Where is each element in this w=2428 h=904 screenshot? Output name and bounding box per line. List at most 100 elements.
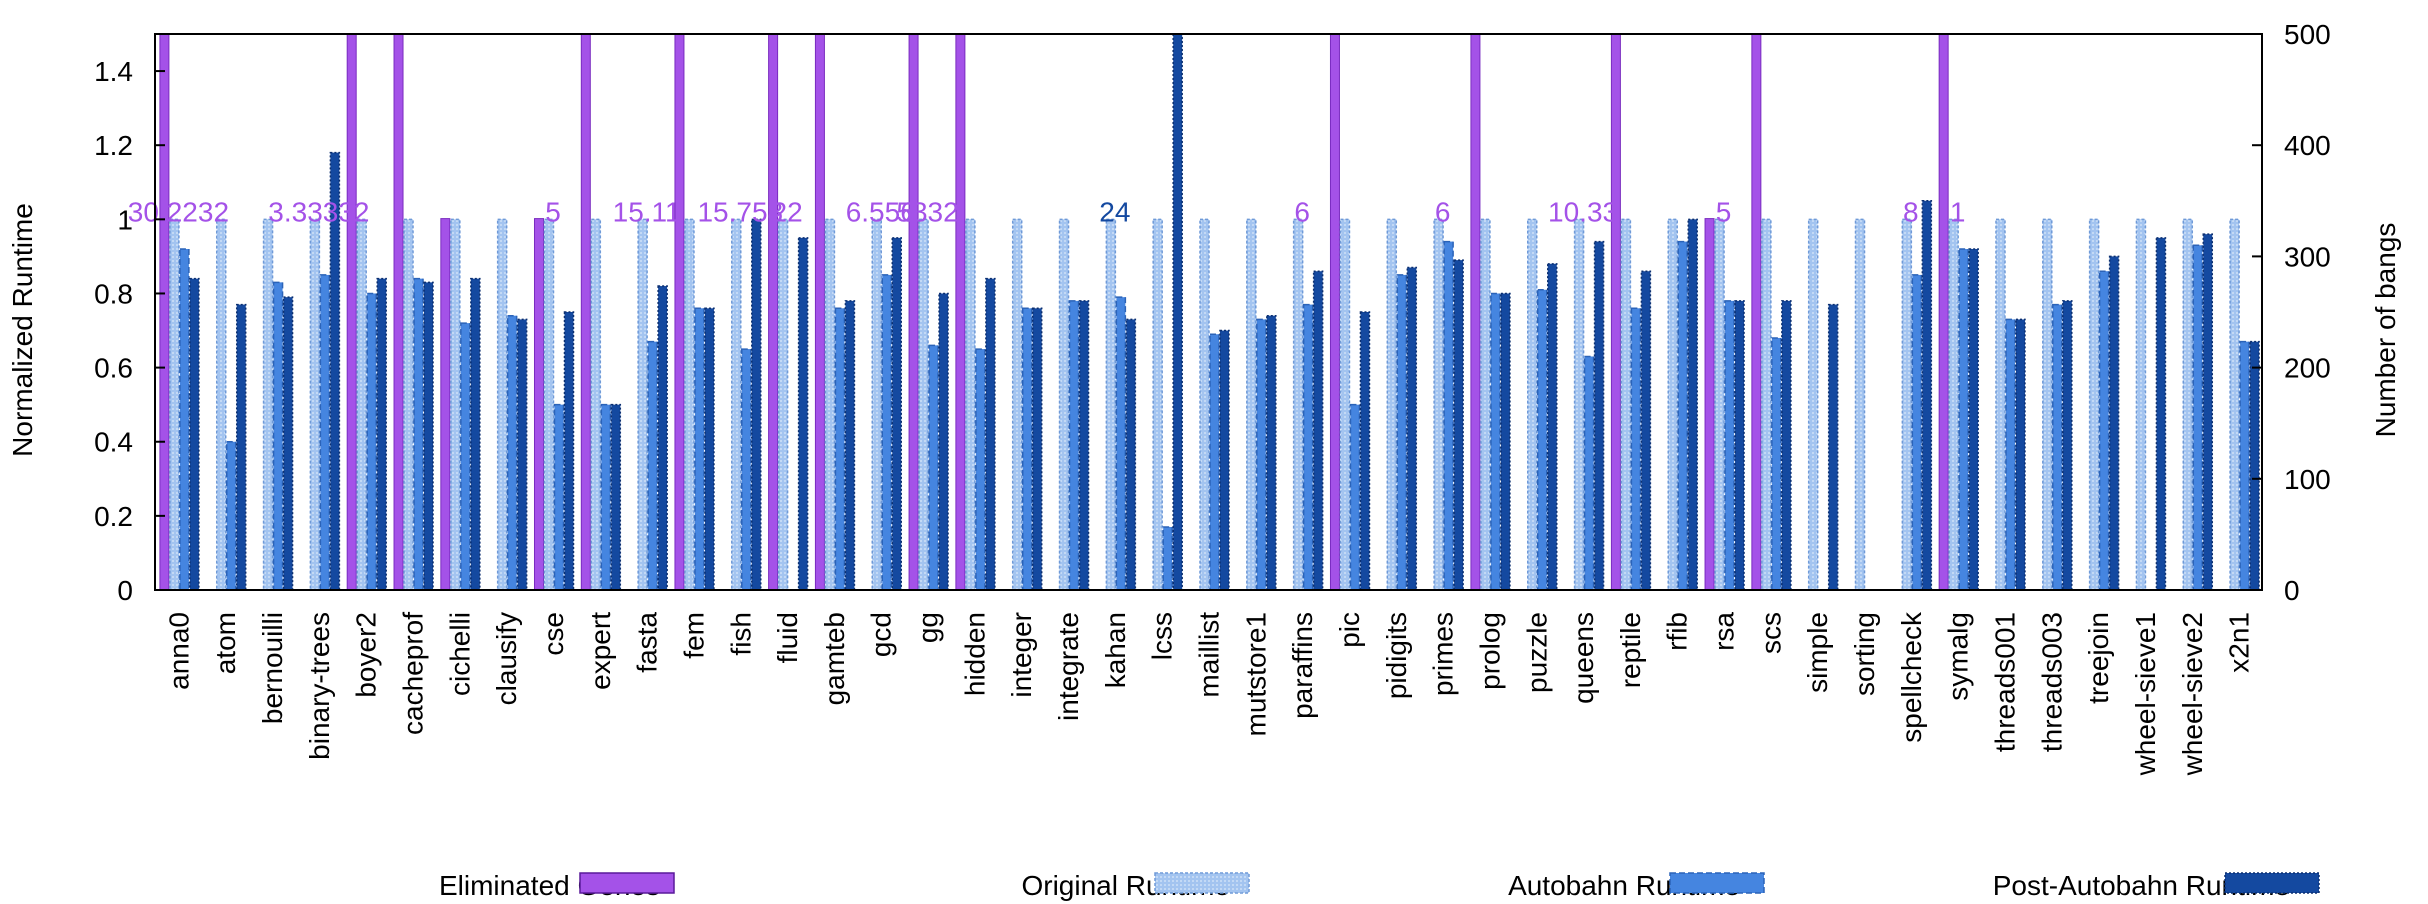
original-runtime-bar — [1714, 218, 1725, 591]
legend: Eliminated Genes Original Runtime Autobahn… — [439, 870, 2320, 901]
y-tick-label: 0.4 — [94, 427, 133, 458]
x-tick-label: rfib — [1662, 612, 1693, 651]
x-tick-label: treejoin — [2083, 612, 2114, 704]
value-annotation: 5 — [545, 196, 561, 227]
autobahn-runtime-bar — [1583, 355, 1595, 591]
original-runtime-bar — [543, 218, 555, 591]
autobahn-runtime-bar — [366, 292, 377, 591]
x-tick-label: expert — [585, 612, 616, 690]
x-tick-label: lcss — [1147, 612, 1178, 660]
post-autobahn-runtime-bar — [938, 292, 949, 591]
bars — [159, 33, 2260, 591]
x-tick-label: kahan — [1100, 612, 1131, 688]
x-tick-label: boyer2 — [351, 612, 382, 698]
post-autobahn-runtime-bar — [844, 300, 856, 591]
original-runtime-bar — [1339, 218, 1351, 591]
y-tick-label: 1.2 — [94, 130, 133, 161]
original-runtime-bar — [169, 218, 180, 591]
autobahn-runtime-bar — [1958, 248, 1969, 591]
post-autobahn-runtime-bar — [1078, 300, 1090, 591]
y2-tick-label: 200 — [2284, 353, 2331, 384]
value-annotation: 30.2232 — [128, 196, 229, 227]
post-autobahn-runtime-bar — [1968, 248, 1979, 591]
original-runtime-bar — [2182, 218, 2194, 591]
x-tick-label: wheel-sieve1 — [2130, 612, 2161, 776]
autobahn-runtime-bar — [1677, 240, 1688, 591]
original-runtime-bar — [1480, 218, 1491, 591]
x-tick-label: clausify — [491, 612, 522, 705]
eliminated-genes-bar — [955, 33, 966, 591]
x-tick-label: fasta — [632, 612, 663, 673]
post-autobahn-runtime-bar — [2202, 233, 2214, 591]
x-tick-label: threads001 — [1989, 612, 2020, 752]
post-autobahn-runtime-bar — [376, 277, 387, 591]
original-runtime-bar — [1807, 218, 1819, 591]
autobahn-runtime-bar — [553, 403, 565, 591]
original-runtime-bar — [1761, 218, 1772, 591]
x-tick-label: symalg — [1943, 612, 1974, 701]
autobahn-runtime-bar — [2192, 244, 2204, 591]
x-tick-label: binary-trees — [304, 612, 335, 760]
original-runtime-bar — [1386, 218, 1398, 591]
x-tick-label: maillist — [1194, 612, 1225, 698]
post-autobahn-runtime-bar — [704, 307, 715, 591]
original-runtime-bar — [1667, 218, 1678, 591]
legend-autobahn-runtime-swatch — [1669, 872, 1765, 894]
original-runtime-bar — [1011, 218, 1023, 591]
post-autobahn-runtime-bar — [516, 318, 528, 591]
post-autobahn-runtime-bar — [1453, 259, 1464, 591]
post-autobahn-runtime-bar — [1921, 200, 1933, 591]
original-runtime-bar — [918, 218, 929, 591]
x-tick-label: fish — [725, 612, 756, 656]
post-autobahn-runtime-bar — [1781, 300, 1792, 591]
autobahn-runtime-bar — [1349, 403, 1361, 591]
value-annotation: 6 — [1435, 196, 1451, 227]
autobahn-runtime-bar — [928, 344, 939, 591]
original-runtime-bar — [590, 218, 602, 591]
original-runtime-bar — [1058, 218, 1070, 591]
y2-tick-label: 100 — [2284, 464, 2331, 495]
autobahn-runtime-bar — [319, 274, 331, 591]
post-autobahn-runtime-bar — [657, 285, 668, 591]
post-autobahn-runtime-bar — [1359, 311, 1371, 591]
eliminated-genes-bar — [393, 33, 404, 591]
autobahn-runtime-bar — [179, 248, 190, 591]
post-autobahn-runtime-bar — [891, 237, 902, 591]
x-tick-label: primes — [1428, 612, 1459, 696]
post-autobahn-runtime-bar — [610, 403, 622, 591]
post-autobahn-runtime-bar — [1593, 240, 1605, 591]
value-annotation: 5 — [1716, 196, 1732, 227]
autobahn-runtime-bar — [1162, 526, 1173, 591]
autobahn-runtime-bar — [506, 314, 518, 591]
value-annotation: 5332 — [896, 196, 958, 227]
post-autobahn-runtime-bar — [423, 281, 434, 591]
eliminated-genes-bar — [533, 218, 544, 591]
x-tick-label: fluid — [772, 612, 803, 663]
original-runtime-bar — [1901, 218, 1913, 591]
autobahn-runtime-bar — [225, 440, 237, 591]
original-runtime-bar — [1573, 218, 1585, 591]
original-runtime-bar — [1105, 218, 1117, 591]
post-autobahn-runtime-bar — [751, 218, 762, 591]
y2-tick-label: 500 — [2284, 19, 2331, 50]
y-tick-label: 0 — [117, 575, 133, 606]
autobahn-runtime-bar — [1302, 303, 1314, 591]
post-autobahn-runtime-bar — [1312, 270, 1324, 591]
autobahn-runtime-bar — [834, 307, 846, 591]
autobahn-runtime-bar — [1630, 307, 1642, 591]
value-annotation: 8 — [1903, 196, 1919, 227]
value-annotation: 6.556 — [846, 196, 916, 227]
autobahn-runtime-bar — [272, 281, 284, 591]
value-annotation: 15.758 — [697, 196, 783, 227]
x-tick-label: anna0 — [163, 612, 194, 690]
x-tick-label: integrate — [1053, 612, 1084, 721]
original-runtime-bar — [777, 218, 789, 591]
post-autobahn-runtime-bar — [1031, 307, 1043, 591]
original-runtime-bar — [1246, 218, 1257, 591]
post-autobahn-runtime-bar — [189, 277, 200, 591]
x-tick-label: scs — [1755, 612, 1786, 654]
original-runtime-bar — [824, 218, 836, 591]
value-annotation: 15.11 — [613, 196, 681, 227]
